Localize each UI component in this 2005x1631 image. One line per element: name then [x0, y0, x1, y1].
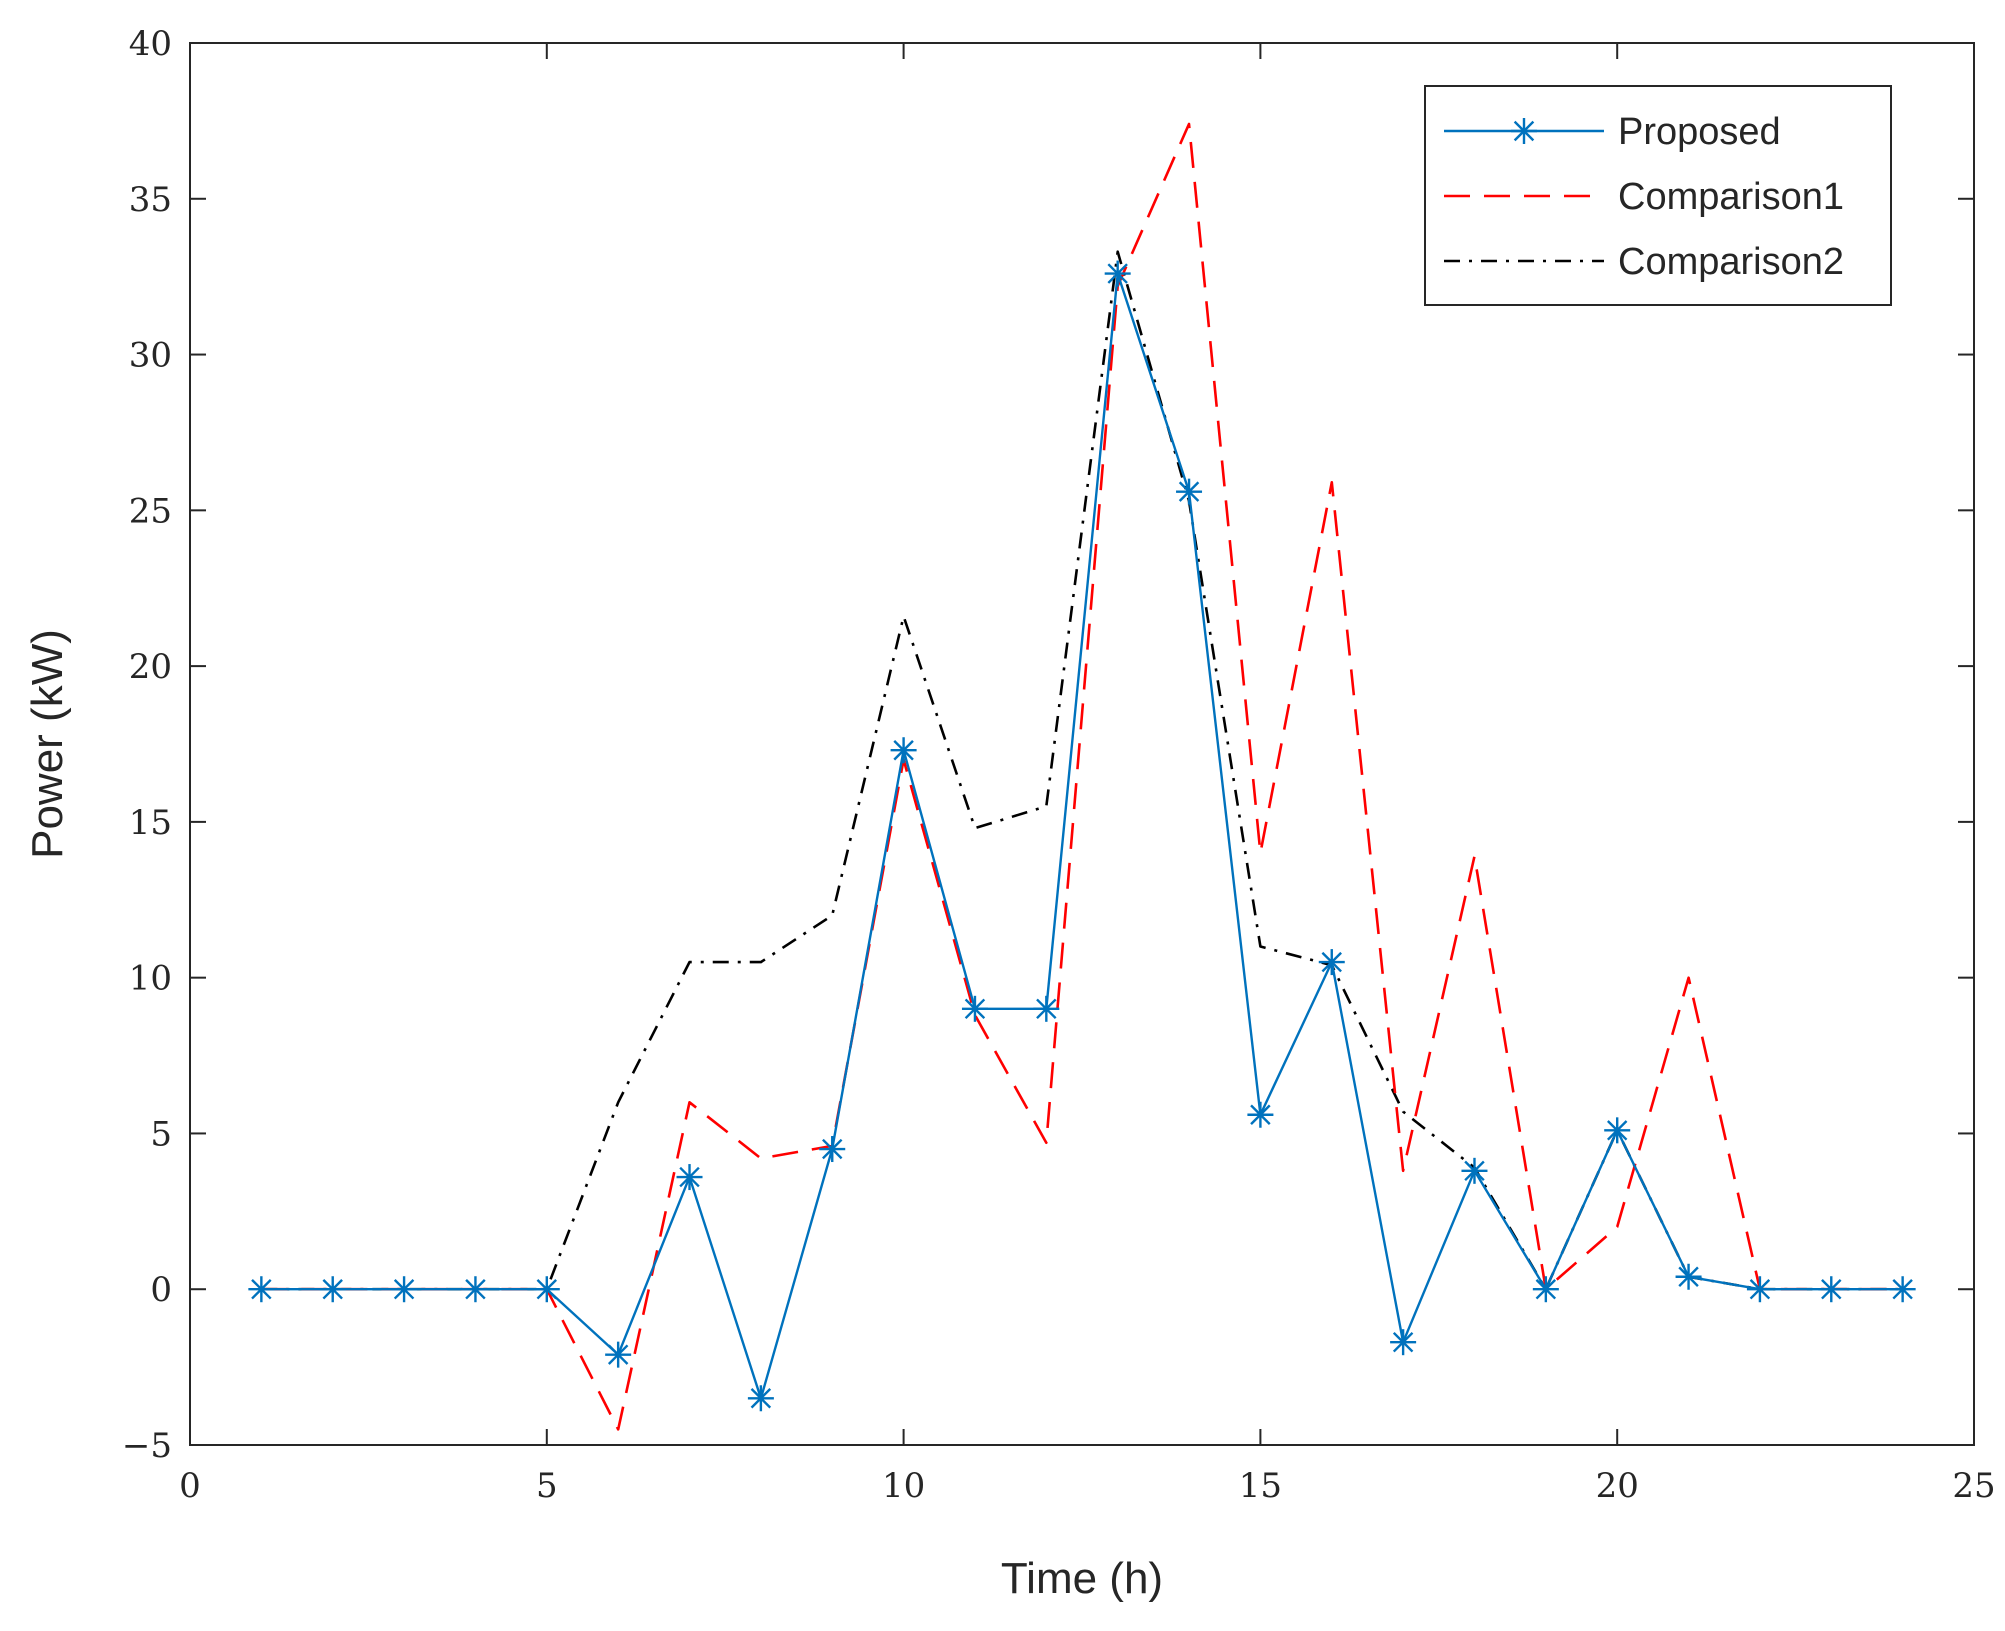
series-layer — [248, 122, 1916, 1431]
data-point-proposed — [819, 1136, 846, 1163]
data-point-proposed — [676, 1164, 703, 1191]
data-point-proposed — [319, 1276, 346, 1303]
data-point-proposed — [1532, 1276, 1559, 1303]
y-tick-label: 25 — [129, 491, 172, 531]
y-tick-label: 0 — [150, 1270, 172, 1310]
data-point-proposed — [1318, 949, 1345, 976]
x-tick-label: 25 — [1952, 1466, 1995, 1506]
legend-label-comparison1: Comparison1 — [1618, 176, 1844, 218]
data-point-proposed — [1889, 1276, 1916, 1303]
data-point-proposed — [1033, 995, 1060, 1022]
series-line-comparison1 — [261, 122, 1903, 1431]
data-point-proposed — [391, 1276, 418, 1303]
x-tick-label: 10 — [882, 1466, 925, 1506]
data-point-proposed — [1604, 1117, 1631, 1144]
y-tick-label: 35 — [129, 180, 172, 220]
legend-label-comparison2: Comparison2 — [1618, 241, 1844, 283]
legend: Proposed Comparison1 Comparison2 — [1424, 85, 1892, 306]
x-tick-label: 5 — [536, 1466, 558, 1506]
data-point-proposed — [605, 1341, 632, 1368]
x-tick-label: 0 — [179, 1466, 201, 1506]
x-axis-title: Time (h) — [1001, 1554, 1163, 1603]
plot-area-frame — [189, 42, 1975, 1446]
x-tick-label: 20 — [1596, 1466, 1639, 1506]
data-point-proposed — [1818, 1276, 1845, 1303]
y-tick-label: 40 — [129, 24, 172, 64]
data-point-proposed — [1176, 478, 1203, 505]
y-tick-label: 15 — [129, 803, 172, 843]
x-tick-label: 15 — [1239, 1466, 1282, 1506]
data-point-proposed — [890, 737, 917, 764]
y-tick-label: 5 — [150, 1114, 172, 1154]
data-point-proposed — [248, 1276, 275, 1303]
y-tick-label: 10 — [129, 959, 172, 999]
y-axis-title: Power (kW) — [23, 629, 72, 859]
data-point-proposed — [462, 1276, 489, 1303]
data-point-proposed — [747, 1385, 774, 1412]
data-point-proposed — [1390, 1329, 1417, 1356]
y-tick-label: −5 — [122, 1426, 172, 1466]
legend-label-proposed: Proposed — [1618, 111, 1781, 153]
y-tick-label: 30 — [129, 336, 172, 376]
data-point-proposed — [1461, 1157, 1488, 1184]
legend-marker-proposed — [1511, 118, 1537, 144]
data-point-proposed — [1675, 1263, 1702, 1290]
data-point-proposed — [1746, 1276, 1773, 1303]
data-point-proposed — [961, 995, 988, 1022]
data-point-proposed — [1247, 1101, 1274, 1128]
data-point-proposed — [533, 1276, 560, 1303]
data-point-proposed — [1104, 260, 1131, 287]
y-tick-label: 20 — [129, 647, 172, 687]
